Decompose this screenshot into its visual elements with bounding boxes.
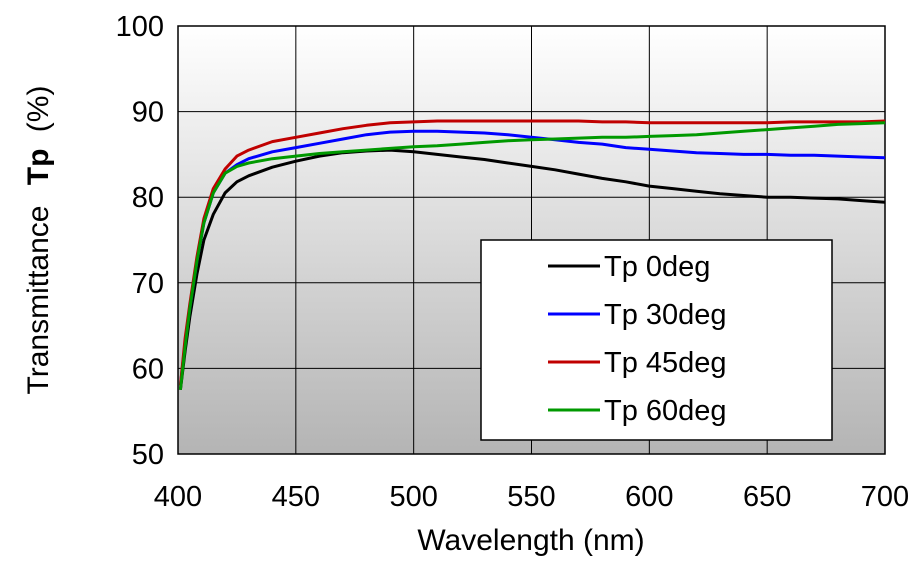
x-tick-label: 700 xyxy=(861,481,909,513)
series-line xyxy=(178,121,886,390)
legend-items: Tp 0deg Tp 30deg Tp 45deg Tp 60deg xyxy=(548,251,727,427)
y-tick-label: 100 xyxy=(116,11,164,43)
legend-label: Tp 45deg xyxy=(604,347,727,379)
y-tick-label: 60 xyxy=(132,353,164,385)
y-tick-label: 90 xyxy=(132,97,164,129)
y-axis-label-symbol: Tp xyxy=(22,149,55,186)
y-tick-label: 70 xyxy=(132,268,164,300)
legend: Tp 0deg Tp 30deg Tp 45deg Tp 60deg xyxy=(480,239,833,441)
x-tick-labels: 400 450 500 550 600 650 700 xyxy=(154,481,909,513)
x-tick-label: 650 xyxy=(743,481,791,513)
plot-frame xyxy=(177,25,886,455)
x-tick-label: 500 xyxy=(389,481,437,513)
x-axis-label: Wavelength (nm) xyxy=(417,524,644,557)
x-tick-label: 550 xyxy=(507,481,555,513)
legend-label: Tp 60deg xyxy=(604,395,727,427)
y-axis-label-prefix: Transmittance xyxy=(22,206,55,395)
x-tick-label: 450 xyxy=(272,481,320,513)
series-line xyxy=(178,148,886,390)
y-tick-label: 80 xyxy=(132,182,164,214)
y-axis-label: Transmittance Tp (%) xyxy=(22,86,55,395)
y-tick-label: 50 xyxy=(132,439,164,471)
x-tick-label: 600 xyxy=(625,481,673,513)
y-axis-label-unit: (%) xyxy=(22,86,55,133)
legend-box xyxy=(480,239,833,441)
series-lines xyxy=(178,119,886,390)
legend-label: Tp 30deg xyxy=(604,299,727,331)
series-line xyxy=(178,119,886,386)
y-tick-labels: 50 60 70 80 90 100 xyxy=(116,11,164,471)
x-tick-label: 400 xyxy=(154,481,202,513)
legend-label: Tp 0deg xyxy=(604,251,710,283)
